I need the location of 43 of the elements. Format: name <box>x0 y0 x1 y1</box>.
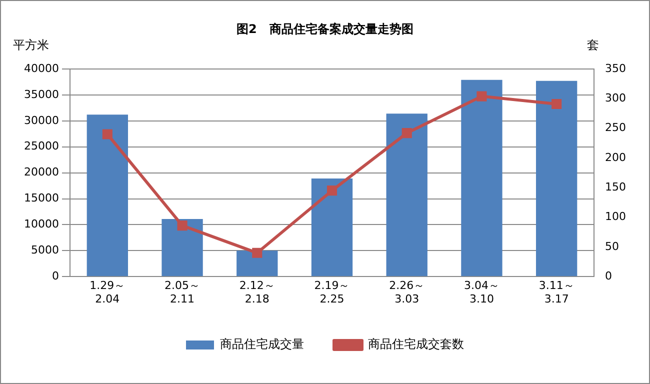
chart-title: 图2 商品住宅备案成交量走势图 <box>236 21 414 38</box>
y2-tick-label: 100 <box>605 210 626 224</box>
x-tick-label: 2.19～ 2.25 <box>314 279 350 306</box>
bar <box>386 114 428 276</box>
y-tick-label: 35000 <box>24 88 59 101</box>
point <box>102 129 112 140</box>
y-tick-label: 15000 <box>24 192 59 205</box>
point <box>402 128 412 138</box>
x-tick-label: 2.26～ 3.03 <box>389 279 425 306</box>
bar <box>311 178 353 276</box>
y-tick-label: 25000 <box>24 140 59 153</box>
y-tick-label: 40000 <box>24 62 59 75</box>
y2-tick-label: 0 <box>605 269 612 282</box>
point <box>177 220 188 231</box>
y-tick-label: 5000 <box>30 244 59 257</box>
point <box>252 248 262 258</box>
y-axis-title: 平方米 <box>13 37 49 54</box>
bar <box>236 250 278 276</box>
y-tick-label: 20000 <box>24 166 59 179</box>
y2-tick-label: 150 <box>605 180 626 194</box>
point <box>326 186 338 196</box>
y2-tick-label: 350 <box>605 62 626 75</box>
y-tick-label: 10000 <box>24 218 59 231</box>
y2-tick-label: 200 <box>605 150 626 164</box>
x-tick-label: 1.29～ 2.04 <box>90 279 126 306</box>
y2-tick-label: 50 <box>605 240 620 253</box>
point <box>552 98 562 110</box>
point <box>476 91 487 102</box>
bar <box>86 114 128 276</box>
bar <box>536 80 578 276</box>
x-tick-label: 2.05～ 2.11 <box>164 279 200 306</box>
y-tick-label: 30000 <box>24 114 59 127</box>
x-tick-label: 3.11～ 3.17 <box>538 279 574 306</box>
legend-label: 商品住宅成交量 <box>220 337 304 352</box>
y2-tick-label: 250 <box>605 121 626 134</box>
y-tick-label: 0 <box>52 269 59 282</box>
bar <box>162 218 203 276</box>
x-tick-label: 3.04～ 3.10 <box>464 279 500 306</box>
legend-label: 商品住宅成交套数 <box>368 337 464 352</box>
x-tick-label: 2.12～ 2.18 <box>239 279 275 306</box>
bar <box>461 80 502 276</box>
y2-tick-label: 300 <box>605 92 626 105</box>
y2-axis-title: 套 <box>587 37 599 54</box>
